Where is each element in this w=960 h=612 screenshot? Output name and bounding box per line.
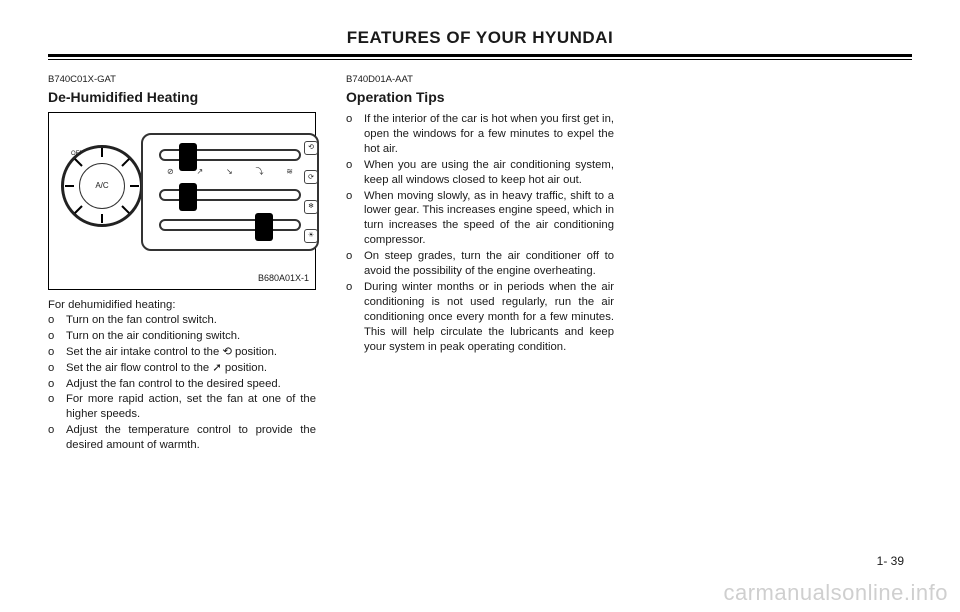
mode-icon: ↘ <box>226 167 233 181</box>
temp-icon: ❄ <box>304 200 318 214</box>
watermark: carmanualsonline.info <box>723 580 948 606</box>
slider-knob-icon <box>179 183 197 211</box>
recirc-icon: ⟲ <box>304 141 318 155</box>
section-heading: Operation Tips <box>346 88 614 106</box>
intro-text: For dehumidified heating: <box>48 298 316 313</box>
slider-bot <box>159 219 301 231</box>
mode-icon: ⤵ <box>256 167 264 181</box>
list-item: oAdjust the fan control to the desired s… <box>48 377 316 392</box>
list-item: oSet the air flow control to the ➚ posit… <box>48 361 316 376</box>
column-left: B740C01X-GAT De-Humidified Heating OFF A… <box>48 74 316 454</box>
mode-icon: ⊘ <box>167 167 174 181</box>
figure-label: B680A01X-1 <box>258 273 309 285</box>
temp-icon: ☀ <box>304 229 318 243</box>
column-right <box>644 74 912 454</box>
list-item: oSet the air intake control to the ⟲ pos… <box>48 345 316 360</box>
slider-mid <box>159 189 301 201</box>
side-icons: ⟲ ⟳ ❄ ☀ <box>303 141 319 243</box>
section-code: B740D01A-AAT <box>346 74 614 87</box>
dial-spokes-icon <box>61 145 143 227</box>
fan-dial: OFF A/C <box>61 145 143 227</box>
list-item: oFor more rapid action, set the fan at o… <box>48 392 316 422</box>
list-item: oWhen moving slowly, as in heavy traffic… <box>346 189 614 249</box>
control-panel: ⊘ ↗ ↘ ⤵ ≋ ⟲ ⟳ ❄ <box>141 133 319 251</box>
rule-thick <box>48 54 912 57</box>
page-title: FEATURES OF YOUR HYUNDAI <box>347 28 613 47</box>
steps-list: oTurn on the fan control switch. oTurn o… <box>48 313 316 453</box>
rule-thin <box>48 59 912 60</box>
hvac-figure: OFF A/C <box>48 112 316 290</box>
list-item: oOn steep grades, turn the air condition… <box>346 249 614 279</box>
list-item: oTurn on the fan control switch. <box>48 313 316 328</box>
mode-icon: ↗ <box>197 167 204 181</box>
list-item: oDuring winter months or in periods when… <box>346 280 614 355</box>
recirc-icon: ⟳ <box>304 170 318 184</box>
list-item: oIf the interior of the car is hot when … <box>346 112 614 157</box>
mode-icons-row: ⊘ ↗ ↘ ⤵ ≋ <box>167 167 293 181</box>
column-middle: B740D01A-AAT Operation Tips oIf the inte… <box>346 74 614 454</box>
list-item: oAdjust the temperature control to provi… <box>48 423 316 453</box>
section-heading: De-Humidified Heating <box>48 88 316 106</box>
section-code: B740C01X-GAT <box>48 74 316 87</box>
tips-list: oIf the interior of the car is hot when … <box>346 112 614 355</box>
slider-top <box>159 149 301 161</box>
list-item: oWhen you are using the air conditioning… <box>346 158 614 188</box>
mode-icon: ≋ <box>286 167 293 181</box>
slider-knob-icon <box>255 213 273 241</box>
list-item: oTurn on the air conditioning switch. <box>48 329 316 344</box>
page-number: 1- 39 <box>877 554 904 568</box>
